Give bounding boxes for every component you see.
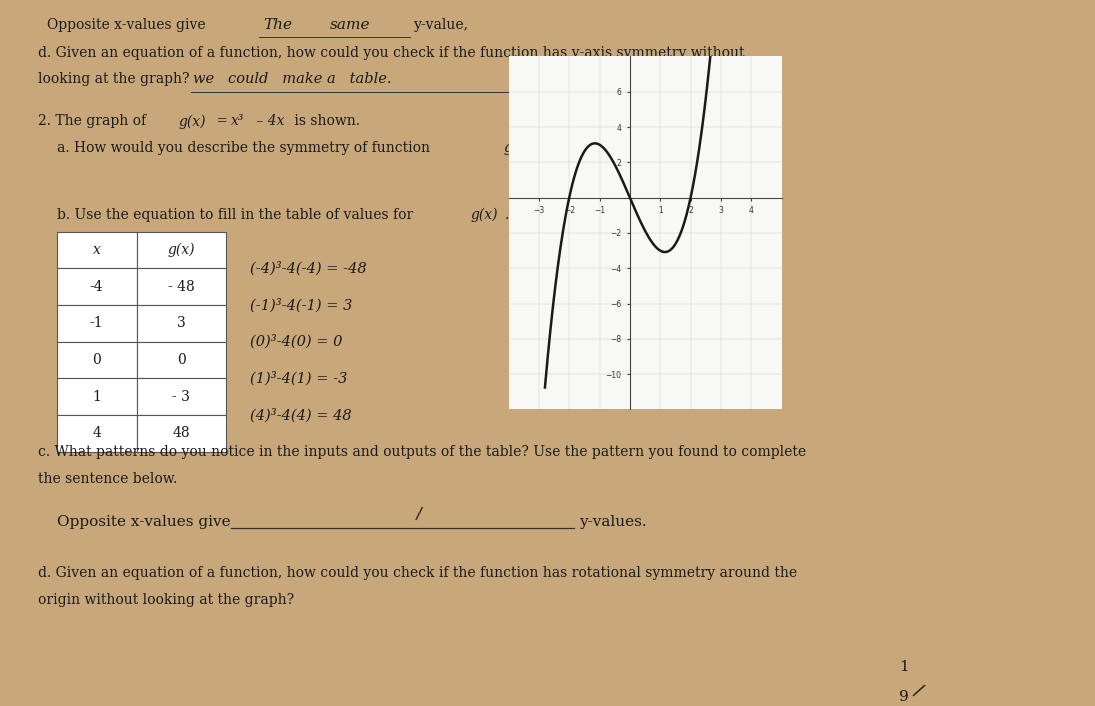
Text: g(x): g(x) xyxy=(168,243,195,257)
Text: (0)³-4(0) = 0: (0)³-4(0) = 0 xyxy=(250,335,342,349)
Text: - 48: - 48 xyxy=(168,280,195,294)
Text: d. Given an equation of a function, how could you check if the function has rota: d. Given an equation of a function, how … xyxy=(37,566,797,580)
Text: Opposite x-values give: Opposite x-values give xyxy=(47,18,210,32)
Text: y-value,: y-value, xyxy=(414,18,470,32)
Bar xyxy=(137,342,226,378)
Text: (-4)³-4(-4) = -48: (-4)³-4(-4) = -48 xyxy=(250,261,366,275)
Text: =: = xyxy=(211,114,232,128)
Bar xyxy=(57,415,137,452)
Text: /: / xyxy=(414,505,423,522)
Text: 48: 48 xyxy=(173,426,191,441)
Bar xyxy=(137,415,226,452)
Text: 0: 0 xyxy=(92,353,101,367)
Text: 1: 1 xyxy=(92,390,101,404)
Bar xyxy=(57,305,137,342)
Text: is shown.: is shown. xyxy=(290,114,360,128)
Text: 4: 4 xyxy=(92,426,101,441)
Bar xyxy=(57,378,137,415)
Text: 3: 3 xyxy=(177,316,186,330)
Text: x³: x³ xyxy=(231,114,244,128)
Text: g(x): g(x) xyxy=(471,208,498,222)
Text: b. Use the equation to fill in the table of values for: b. Use the equation to fill in the table… xyxy=(57,208,417,222)
Text: origin without looking at the graph?: origin without looking at the graph? xyxy=(37,593,293,607)
Text: d. Given an equation of a function, how could you check if the function has y-ax: d. Given an equation of a function, how … xyxy=(37,46,745,60)
Text: 9: 9 xyxy=(899,690,909,705)
Text: 2. The graph of: 2. The graph of xyxy=(37,114,150,128)
Text: c. What patterns do you notice in the inputs and outputs of the table? Use the p: c. What patterns do you notice in the in… xyxy=(37,445,806,459)
Text: .: . xyxy=(505,208,509,222)
Text: a. How would you describe the symmetry of function: a. How would you describe the symmetry o… xyxy=(57,141,434,155)
Text: - 3: - 3 xyxy=(172,390,191,404)
Text: (1)³-4(1) = -3: (1)³-4(1) = -3 xyxy=(250,371,347,385)
Text: Opposite x-values give: Opposite x-values give xyxy=(57,515,230,530)
Text: y-values.: y-values. xyxy=(579,515,647,530)
Text: g(x): g(x) xyxy=(178,114,207,128)
Text: same: same xyxy=(330,18,370,32)
Bar xyxy=(137,232,226,268)
Text: (-1)³-4(-1) = 3: (-1)³-4(-1) = 3 xyxy=(250,298,351,312)
Text: 0: 0 xyxy=(177,353,186,367)
Text: -1: -1 xyxy=(90,316,103,330)
Bar xyxy=(137,378,226,415)
Bar xyxy=(57,232,137,268)
Text: we   could   make a   table.: we could make a table. xyxy=(193,72,392,86)
Text: The: The xyxy=(264,18,292,32)
Bar xyxy=(137,268,226,305)
Text: – 4x: – 4x xyxy=(252,114,285,128)
Text: ?: ? xyxy=(516,141,523,155)
Text: (4)³-4(4) = 48: (4)³-4(4) = 48 xyxy=(250,408,351,422)
Text: looking at the graph?: looking at the graph? xyxy=(37,72,189,86)
Text: -4: -4 xyxy=(90,280,103,294)
Text: g: g xyxy=(504,141,512,155)
Bar xyxy=(137,305,226,342)
Bar xyxy=(57,342,137,378)
Text: x: x xyxy=(93,243,101,257)
Text: the sentence below.: the sentence below. xyxy=(37,472,177,486)
Bar xyxy=(57,268,137,305)
Text: 1: 1 xyxy=(899,660,909,674)
Text: /: / xyxy=(911,681,925,700)
